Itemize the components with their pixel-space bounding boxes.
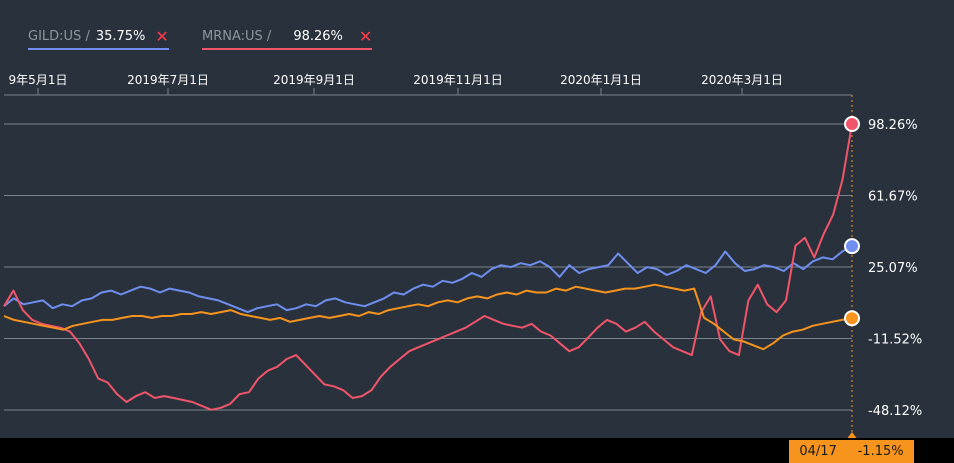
close-icon[interactable]: ✕ — [358, 26, 373, 46]
series-line — [3, 283, 853, 351]
y-tick-label: -11.52% — [868, 332, 922, 347]
crosshair-value: -1.15% — [857, 444, 904, 459]
legend-underline — [28, 48, 169, 50]
series-endpoint[interactable] — [844, 310, 860, 327]
series-line — [3, 123, 853, 411]
crosshair-badge: 04/17 -1.15% — [789, 440, 914, 463]
y-tick-label: 25.07% — [868, 261, 918, 276]
series-endpoint[interactable] — [844, 238, 860, 255]
legend-item-mrna[interactable]: MRNA:US / 98.26% ✕ — [202, 24, 373, 50]
y-tick-label: -48.12% — [868, 404, 922, 419]
x-tick-label: 2020年1月1日 — [560, 73, 642, 87]
x-tick-label: 2019年7月1日 — [127, 73, 209, 87]
legend-value: 98.26% — [293, 28, 343, 44]
x-tick-label: 9年5月1日 — [9, 73, 68, 87]
legend-item-gild[interactable]: GILD:US / 35.75% ✕ — [28, 24, 169, 50]
y-tick-label: 98.26% — [868, 118, 918, 133]
x-tick-label: 2019年9月1日 — [273, 73, 355, 87]
x-tick-label: 2019年11月1日 — [413, 73, 502, 87]
legend-underline — [202, 48, 373, 50]
y-tick-label: 61.67% — [868, 189, 918, 204]
crosshair-date: 04/17 — [799, 444, 837, 459]
legend-value: 35.75% — [95, 28, 146, 44]
close-icon[interactable]: ✕ — [155, 26, 169, 46]
legend-symbol: GILD:US / — [28, 28, 90, 44]
legend-symbol: MRNA:US / — [202, 28, 272, 44]
series-endpoint[interactable] — [844, 116, 860, 132]
series-line — [3, 245, 853, 314]
x-tick-label: 2020年3月1日 — [701, 73, 783, 87]
